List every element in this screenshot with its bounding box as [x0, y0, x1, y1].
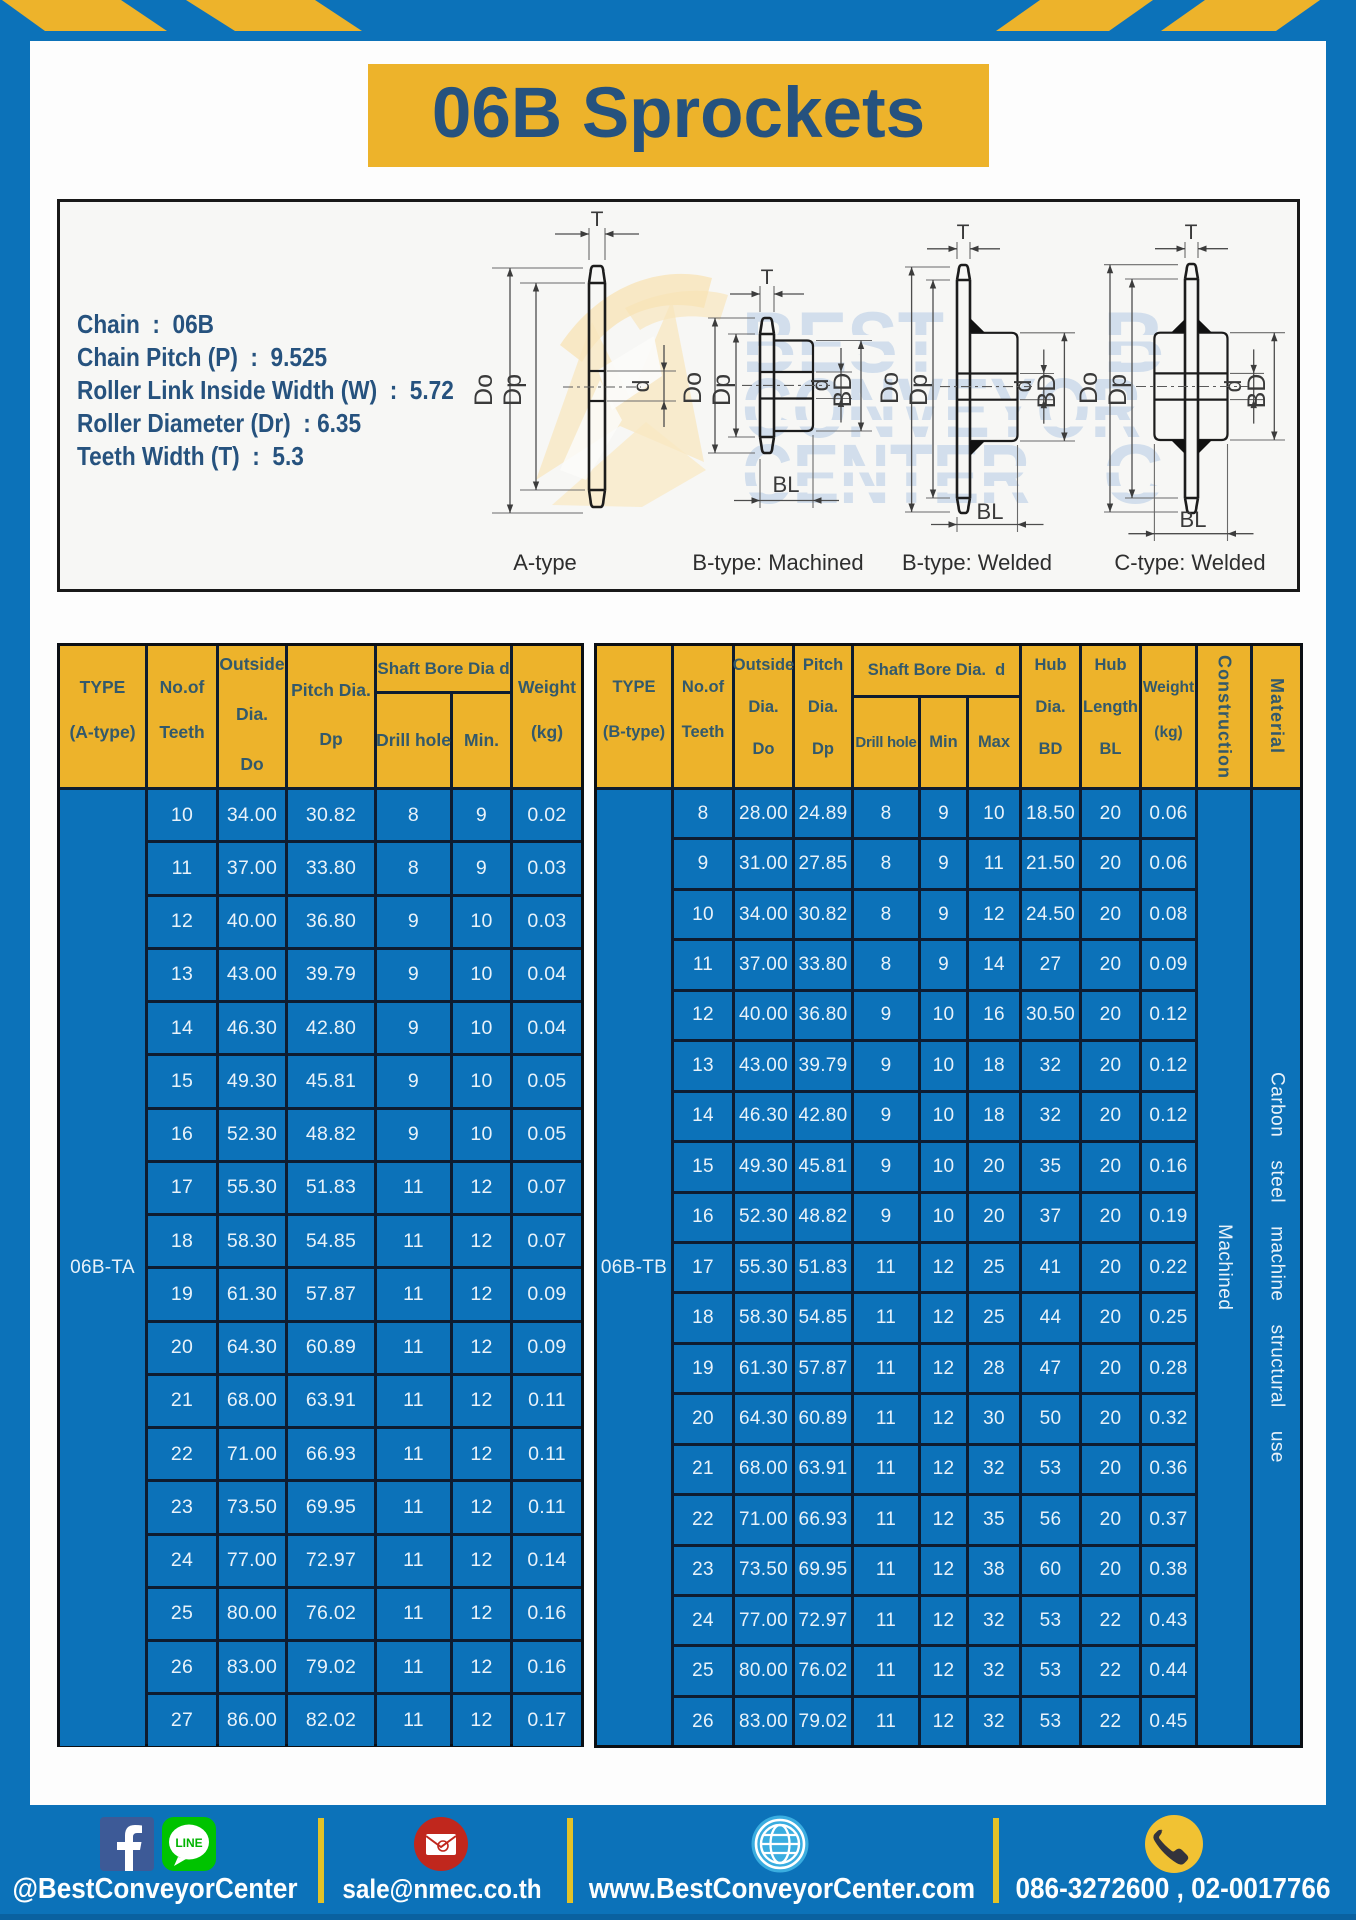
svg-text:T: T [1185, 221, 1198, 244]
svg-text:BD: BD [829, 373, 857, 408]
svg-text:d: d [628, 380, 654, 393]
svg-text:d: d [1010, 380, 1036, 393]
svg-text:Do: Do [1075, 372, 1103, 404]
svg-text:BL: BL [1180, 507, 1207, 532]
svg-text:BL: BL [977, 499, 1004, 524]
svg-text:d: d [1220, 380, 1246, 393]
svg-text:LINE: LINE [175, 1836, 202, 1850]
svg-text:A-type: A-type [513, 550, 577, 575]
svg-text:CONVEYOR: CONVEYOR [742, 361, 1141, 455]
svg-text:Do: Do [679, 372, 707, 404]
svg-text:Do: Do [876, 372, 904, 404]
svg-text:BD: BD [1243, 374, 1271, 409]
svg-text:B: B [1103, 295, 1165, 391]
svg-text:B-type: Machined: B-type: Machined [692, 550, 863, 575]
svg-text:C: C [1103, 427, 1164, 521]
svg-text:T: T [957, 221, 970, 244]
svg-text:Dp: Dp [499, 374, 527, 406]
svg-text:C-type: Welded: C-type: Welded [1114, 550, 1265, 575]
svg-text:BD: BD [1033, 374, 1061, 409]
svg-text:Do: Do [470, 374, 498, 406]
svg-text:Dp: Dp [708, 374, 736, 406]
svg-text:Dp: Dp [905, 374, 933, 406]
svg-text:B-type: Welded: B-type: Welded [902, 550, 1052, 575]
svg-text:T: T [761, 266, 774, 289]
svg-text:d: d [807, 379, 833, 392]
svg-text:BL: BL [773, 472, 800, 497]
svg-text:Dp: Dp [1104, 374, 1132, 406]
svg-text:BEST: BEST [742, 295, 944, 391]
svg-text:CENTER: CENTER [742, 427, 1030, 521]
svg-text:T: T [591, 208, 604, 231]
